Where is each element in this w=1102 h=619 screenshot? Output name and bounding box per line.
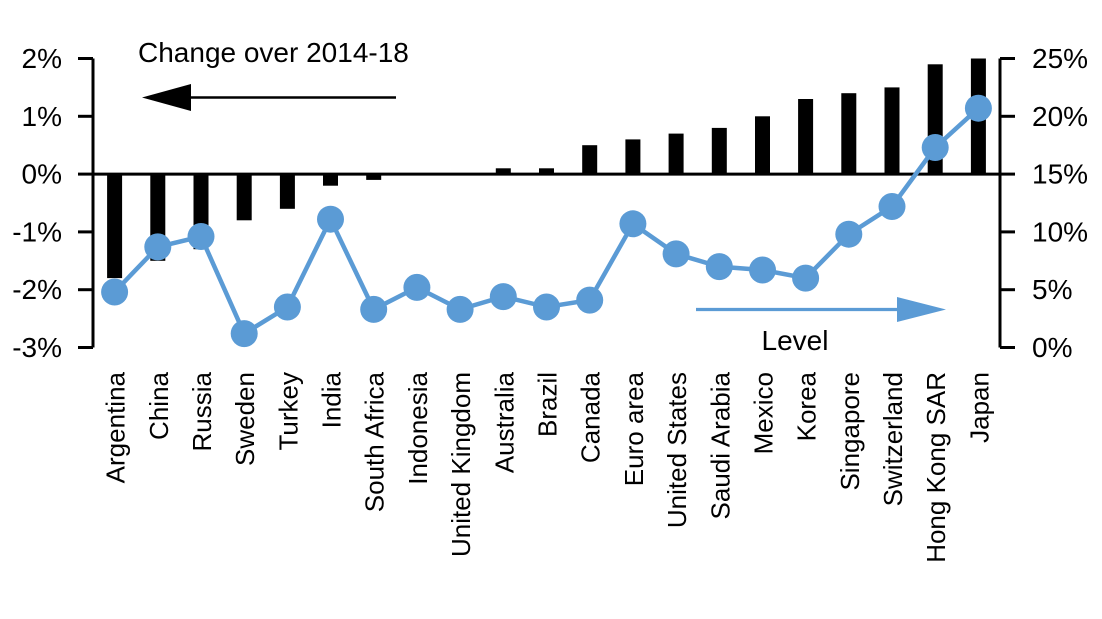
category-label-switzerland: Switzerland <box>878 372 908 506</box>
bar-korea <box>798 99 814 175</box>
bar-mexico <box>755 116 770 175</box>
category-label-saudi-arabia: Saudi Arabia <box>705 371 735 519</box>
category-label-united-kingdom: United Kingdom <box>446 372 476 557</box>
category-label-japan: Japan <box>964 372 994 443</box>
left-axis-tick-label: -2% <box>12 274 62 305</box>
level-marker-united-states <box>662 240 690 268</box>
category-label-sweden: Sweden <box>230 372 260 466</box>
level-marker-mexico <box>749 256 776 284</box>
bar-india <box>323 174 338 186</box>
bar-south-africa <box>366 174 382 180</box>
right-axis-tick-label: 15% <box>1032 159 1088 190</box>
category-label-australia: Australia <box>489 371 519 473</box>
category-label-argentina: Argentina <box>101 371 131 483</box>
bar-switzerland <box>884 87 900 175</box>
right-axis-tick-label: 0% <box>1032 332 1072 363</box>
bar-argentina <box>107 174 123 279</box>
line-series-label: Level <box>761 325 829 356</box>
bar-sweden <box>236 174 252 221</box>
category-label-brazil: Brazil <box>533 372 563 437</box>
category-label-turkey: Turkey <box>273 372 303 451</box>
category-label-euro-area: Euro area <box>619 371 649 486</box>
level-marker-turkey <box>273 293 301 321</box>
bar-brazil <box>539 168 554 175</box>
left-axis-tick-label: 0% <box>22 159 62 190</box>
level-marker-euro-area <box>619 210 647 238</box>
category-label-korea: Korea <box>792 371 822 441</box>
level-marker-sweden <box>230 320 258 348</box>
level-marker-south-africa <box>360 295 388 323</box>
category-label-hong-kong-sar: Hong Kong SAR <box>921 372 951 563</box>
right-axis-tick-label: 20% <box>1032 101 1088 132</box>
category-label-south-africa: South Africa <box>360 371 390 512</box>
level-marker-india <box>317 205 344 233</box>
level-marker-korea <box>792 264 820 292</box>
left-axis-tick-label: -3% <box>12 332 62 363</box>
level-marker-china <box>144 233 172 261</box>
change-left-arrow-icon <box>142 84 191 111</box>
category-label-india: India <box>317 371 347 428</box>
category-label-china: China <box>144 371 174 439</box>
level-right-arrow-icon <box>897 297 946 322</box>
bar-canada <box>582 145 598 175</box>
level-marker-russia <box>187 223 215 250</box>
bar-australia <box>495 168 511 175</box>
level-marker-japan <box>964 94 992 122</box>
right-axis-tick-label: 25% <box>1032 43 1088 74</box>
level-marker-australia <box>489 283 517 311</box>
category-label-united-states: United States <box>662 372 692 528</box>
level-marker-hong-kong-sar <box>921 134 949 161</box>
level-marker-switzerland <box>878 193 906 220</box>
category-label-russia: Russia <box>187 371 217 451</box>
bar-euro-area <box>625 139 641 175</box>
level-marker-saudi-arabia <box>705 253 733 281</box>
left-axis-tick-label: -1% <box>12 216 62 247</box>
bar-series-label: Change over 2014-18 <box>138 37 409 68</box>
category-label-singapore: Singapore <box>835 372 865 491</box>
right-axis-tick-label: 10% <box>1032 216 1088 247</box>
level-marker-brazil <box>533 293 560 321</box>
level-marker-canada <box>576 286 604 314</box>
category-label-indonesia: Indonesia <box>403 371 433 484</box>
left-axis-tick-label: 2% <box>22 43 62 74</box>
level-marker-indonesia <box>403 273 431 301</box>
bar-saudi-arabia <box>711 127 727 175</box>
category-label-canada: Canada <box>576 371 606 463</box>
bar-united-states <box>668 133 684 175</box>
level-marker-united-kingdom <box>446 295 474 323</box>
level-marker-argentina <box>101 278 129 306</box>
bar-singapore <box>841 93 857 175</box>
right-axis-tick-label: 5% <box>1032 274 1072 305</box>
bar-turkey <box>279 174 295 209</box>
category-label-mexico: Mexico <box>748 372 778 454</box>
level-marker-singapore <box>835 220 863 248</box>
left-axis-tick-label: 1% <box>22 101 62 132</box>
